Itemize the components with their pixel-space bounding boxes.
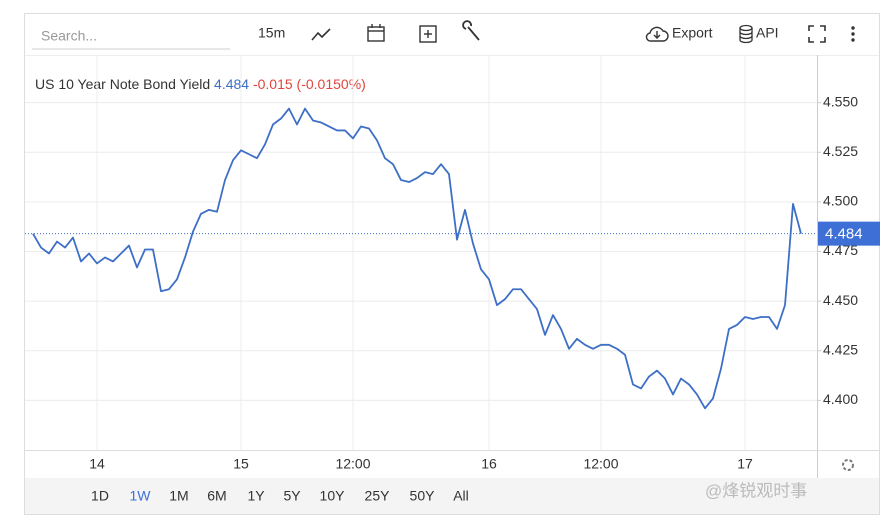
range-button[interactable]: 1W — [130, 488, 152, 504]
price: 4.484 — [214, 76, 249, 92]
settings-icon[interactable] — [842, 459, 854, 471]
last-value-label: 4.484 — [825, 226, 863, 243]
series-title: US 10 Year Note Bond Yield — [35, 76, 210, 92]
y-tick-label: 4.425 — [823, 341, 858, 357]
range-button[interactable]: 25Y — [365, 488, 391, 504]
export-button[interactable]: Export — [672, 25, 713, 41]
x-tick-label: 14 — [89, 456, 105, 472]
add-icon[interactable] — [419, 25, 437, 43]
frame — [24, 13, 880, 515]
range-button[interactable]: 1M — [169, 488, 188, 504]
range-bar — [25, 478, 879, 514]
search-box[interactable]: Search... — [41, 28, 97, 44]
plot: 4.400 4.425 4.450 4.475 4.500 4.525 4.550 14 15 1… — [25, 55, 880, 478]
tools-icon[interactable] — [462, 20, 480, 41]
y-tick-label: 4.450 — [823, 292, 858, 308]
range-button[interactable]: 6M — [207, 488, 226, 504]
x-tick-label: 12:00 — [583, 456, 618, 472]
range-button[interactable]: 50Y — [410, 488, 436, 504]
x-tick-label: 17 — [737, 456, 753, 472]
calendar-icon[interactable] — [367, 24, 385, 42]
y-tick-label: 4.475 — [823, 242, 858, 258]
x-tick-label: 15 — [233, 456, 249, 472]
series-line — [32, 107, 802, 410]
menu-icon[interactable] — [851, 26, 855, 42]
change: -0.015 (-0.0150%) — [253, 76, 366, 92]
export-icon[interactable] — [645, 26, 669, 42]
watermark: @烽锐观时事 — [705, 481, 807, 500]
y-tick-label: 4.525 — [823, 143, 858, 159]
range-button[interactable]: 5Y — [283, 488, 301, 504]
y-tick-label: 4.500 — [823, 193, 858, 209]
interval-button[interactable]: 15m — [258, 25, 285, 41]
fullscreen-icon[interactable] — [808, 25, 826, 43]
range-selector: 1D 1W 1M 6M 1Y 5Y 10Y 25Y 50Y All — [91, 488, 469, 504]
legend-header: US 10 Year Note Bond Yield 4.484 -0.015 … — [35, 76, 366, 92]
range-button[interactable]: 1D — [91, 488, 109, 504]
chart-type-icon[interactable] — [311, 28, 331, 41]
last-value-badge — [818, 221, 880, 246]
api-icon[interactable] — [739, 24, 753, 44]
y-tick-label: 4.550 — [823, 93, 858, 109]
api-button[interactable]: API — [756, 25, 779, 41]
range-button[interactable]: 10Y — [320, 488, 346, 504]
range-button[interactable]: All — [453, 488, 469, 504]
y-tick-label: 4.400 — [823, 391, 858, 407]
x-tick-label: 16 — [481, 456, 497, 472]
range-button[interactable]: 1Y — [247, 488, 265, 504]
x-tick-label: 12:00 — [335, 456, 370, 472]
